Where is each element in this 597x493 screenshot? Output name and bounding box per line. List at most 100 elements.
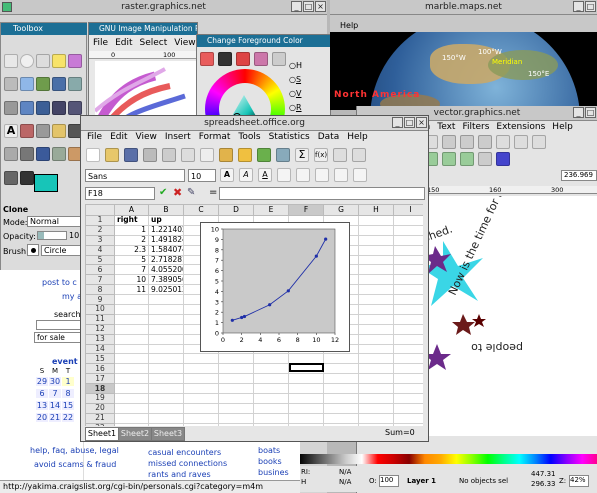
table-cell[interactable]: 7 bbox=[114, 264, 149, 276]
paste-icon[interactable] bbox=[219, 148, 233, 162]
pencil-icon[interactable] bbox=[52, 123, 66, 138]
table-cell[interactable]: right bbox=[114, 215, 149, 226]
menu-edit[interactable]: Edit bbox=[110, 132, 128, 142]
grid-icon[interactable] bbox=[478, 152, 492, 166]
radio-h[interactable]: ○H bbox=[289, 61, 302, 70]
clone-icon[interactable] bbox=[514, 135, 528, 149]
table-cell[interactable] bbox=[393, 373, 423, 385]
table-cell[interactable] bbox=[358, 264, 394, 276]
sort-desc-icon[interactable] bbox=[352, 148, 366, 162]
table-cell[interactable] bbox=[393, 304, 423, 315]
table-cell[interactable] bbox=[148, 313, 184, 325]
accept-icon[interactable]: ✔ bbox=[159, 187, 168, 198]
vector-menu-help[interactable]: Help bbox=[552, 122, 573, 132]
table-cell[interactable] bbox=[393, 244, 423, 256]
table-cell[interactable] bbox=[323, 402, 359, 414]
spreadsheet-close-button[interactable]: × bbox=[416, 117, 427, 128]
undo-icon[interactable] bbox=[238, 148, 252, 162]
row-header[interactable]: 14 bbox=[85, 343, 115, 355]
table-cell[interactable] bbox=[393, 393, 423, 404]
gimp-menu-select[interactable]: Select bbox=[139, 38, 168, 48]
opacity-value[interactable]: 10 bbox=[69, 231, 80, 240]
column-header[interactable]: I bbox=[393, 204, 423, 216]
table-cell[interactable] bbox=[358, 373, 394, 385]
cal-day[interactable]: 13 bbox=[36, 401, 48, 410]
row-header[interactable]: 8 bbox=[85, 284, 115, 296]
mode-select[interactable]: Normal bbox=[27, 216, 85, 227]
table-cell[interactable] bbox=[114, 304, 149, 315]
toolbox-titlebar[interactable]: Toolbox bbox=[1, 23, 87, 35]
formula-input[interactable] bbox=[219, 187, 425, 200]
table-cell[interactable]: 2.7182818 bbox=[148, 254, 184, 266]
spreadsheet-minimize-button[interactable]: _ bbox=[392, 117, 403, 128]
table-cell[interactable] bbox=[148, 353, 184, 365]
row-header[interactable]: 10 bbox=[85, 304, 115, 315]
row-header[interactable]: 4 bbox=[85, 244, 115, 256]
fgcolor-titlebar[interactable]: Change Foreground Color bbox=[197, 35, 330, 47]
function-wizard-icon[interactable]: ✎ bbox=[187, 187, 196, 198]
table-cell[interactable] bbox=[358, 294, 394, 306]
vector-canvas[interactable]: Now is the time for all good people to s… bbox=[423, 196, 597, 436]
align-left-icon[interactable] bbox=[277, 168, 291, 182]
row-header[interactable]: 9 bbox=[85, 294, 115, 306]
column-header[interactable]: H bbox=[358, 204, 394, 216]
marble-minimize-button[interactable]: _ bbox=[573, 1, 584, 12]
table-cell[interactable] bbox=[114, 313, 149, 325]
ellipse-select-icon[interactable] bbox=[20, 54, 34, 68]
post-to-link[interactable]: post to c bbox=[42, 278, 77, 287]
blend-icon[interactable] bbox=[36, 123, 50, 138]
rect-select-icon[interactable] bbox=[4, 54, 18, 68]
table-cell[interactable] bbox=[358, 402, 394, 414]
table-cell[interactable] bbox=[253, 422, 289, 426]
table-cell[interactable]: 1.4918247 bbox=[148, 234, 184, 246]
hyperlink-icon[interactable] bbox=[276, 148, 290, 162]
clone-stamp-icon[interactable] bbox=[36, 147, 50, 162]
row-header[interactable]: 12 bbox=[85, 323, 115, 335]
table-cell[interactable] bbox=[114, 412, 149, 424]
equals-icon[interactable]: = bbox=[209, 187, 218, 198]
function-icon[interactable]: f(x) bbox=[314, 148, 328, 162]
table-cell[interactable] bbox=[358, 343, 394, 355]
menu-help[interactable]: Help bbox=[347, 132, 368, 142]
bezier-icon[interactable] bbox=[442, 152, 456, 166]
table-cell[interactable] bbox=[183, 422, 219, 426]
table-cell[interactable]: 4.0552000 bbox=[148, 264, 184, 276]
table-cell[interactable] bbox=[183, 383, 219, 395]
table-cell[interactable] bbox=[323, 353, 359, 365]
row-header[interactable]: 7 bbox=[85, 274, 115, 286]
row-header[interactable]: 16 bbox=[85, 363, 115, 375]
table-cell[interactable] bbox=[253, 402, 289, 414]
paths-icon[interactable] bbox=[20, 77, 34, 92]
table-cell[interactable] bbox=[183, 353, 219, 365]
boats-link[interactable]: boats bbox=[258, 446, 281, 455]
table-cell[interactable] bbox=[358, 383, 394, 395]
table-cell[interactable]: 5 bbox=[114, 254, 149, 266]
vector-palette[interactable] bbox=[299, 454, 597, 464]
table-cell[interactable] bbox=[218, 422, 254, 426]
row-header[interactable]: 13 bbox=[85, 333, 115, 345]
row-header[interactable]: 17 bbox=[85, 373, 115, 385]
table-cell[interactable] bbox=[114, 422, 149, 426]
row-header[interactable]: 22 bbox=[85, 422, 115, 426]
copy-icon[interactable] bbox=[200, 148, 214, 162]
table-cell[interactable] bbox=[358, 224, 394, 236]
print-preview-icon[interactable] bbox=[162, 148, 176, 162]
table-cell[interactable] bbox=[358, 422, 394, 426]
calligraphy-icon[interactable] bbox=[460, 152, 474, 166]
table-cell[interactable]: 9.0250135 bbox=[148, 284, 184, 296]
table-cell[interactable] bbox=[253, 393, 289, 404]
zoom-field[interactable]: 236.969 bbox=[561, 170, 597, 181]
search-input[interactable] bbox=[36, 320, 82, 330]
sheet-tab-2[interactable]: Sheet2 bbox=[118, 427, 152, 441]
table-cell[interactable] bbox=[218, 383, 254, 395]
foreground-swatch[interactable] bbox=[34, 174, 58, 192]
menu-tools[interactable]: Tools bbox=[238, 132, 261, 142]
table-cell[interactable] bbox=[148, 343, 184, 355]
row-header[interactable]: 2 bbox=[85, 224, 115, 236]
zoom-in-icon[interactable] bbox=[442, 135, 456, 149]
table-cell[interactable] bbox=[358, 393, 394, 404]
blur-icon[interactable] bbox=[52, 147, 66, 162]
cal-day[interactable]: 20 bbox=[36, 413, 48, 422]
rants-raves-link[interactable]: rants and raves bbox=[148, 470, 211, 479]
row-header[interactable]: 1 bbox=[85, 215, 115, 226]
